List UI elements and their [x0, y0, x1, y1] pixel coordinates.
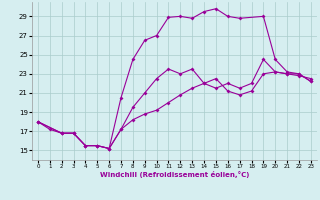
X-axis label: Windchill (Refroidissement éolien,°C): Windchill (Refroidissement éolien,°C): [100, 171, 249, 178]
